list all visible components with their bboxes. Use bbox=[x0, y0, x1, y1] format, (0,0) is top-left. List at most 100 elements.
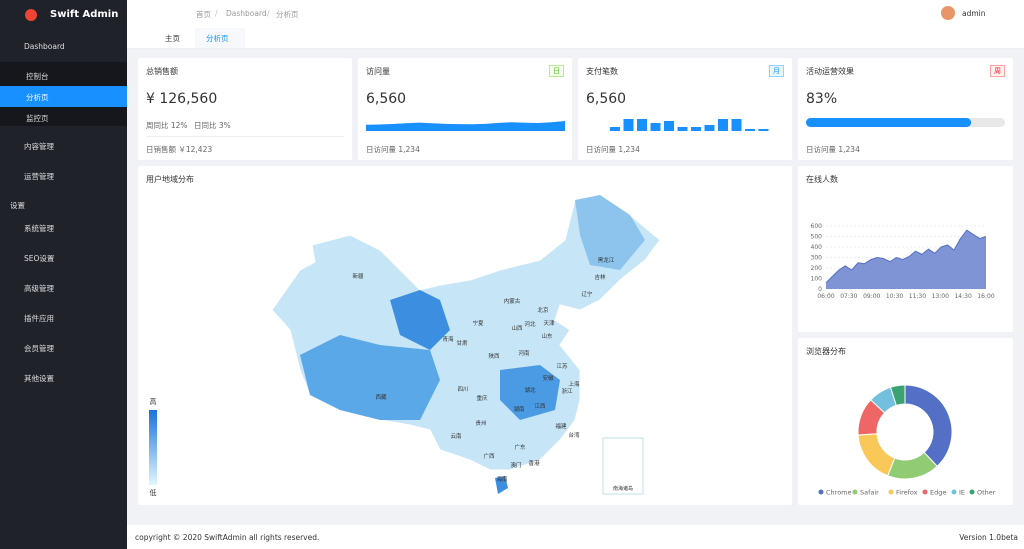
map-region bbox=[495, 476, 508, 494]
card-title: 浏览器分布 bbox=[806, 347, 846, 356]
legend-swatch bbox=[852, 489, 858, 495]
menu-item[interactable]: 会员管理 bbox=[24, 344, 54, 353]
menu-item[interactable]: Dashboard bbox=[24, 42, 65, 51]
region-label: 安徽 bbox=[542, 374, 554, 382]
region-label: 重庆 bbox=[476, 394, 488, 402]
sidebar: Swift Admin Dashboard 控制台 分析页 监控页 内容管理 运… bbox=[0, 0, 127, 549]
day: 日同比 3% bbox=[194, 121, 231, 130]
breadcrumb[interactable]: 首页 bbox=[196, 10, 211, 19]
active-item[interactable] bbox=[0, 86, 127, 107]
card-title: 访问量 bbox=[366, 67, 390, 76]
region-label: 湖南 bbox=[513, 405, 525, 413]
week: 周同比 12% bbox=[146, 121, 188, 130]
legend-label: IE bbox=[959, 489, 965, 497]
card: 总销售额 ¥ 126,560 周同比 12% 日同比 3% 日销售额 ￥12,4… bbox=[138, 58, 352, 160]
menu-item[interactable]: 运营管理 bbox=[24, 172, 54, 181]
region-label: 云南 bbox=[450, 432, 462, 440]
legend-low: 低 bbox=[150, 488, 157, 497]
x-tick-label: 07:30 bbox=[840, 293, 857, 300]
map-region bbox=[390, 290, 450, 350]
card: 访问量 日 6,560 日访问量 1,234 bbox=[358, 58, 572, 160]
legend-high: 高 bbox=[150, 397, 157, 406]
tab[interactable]: 分析页 bbox=[206, 34, 229, 43]
legend-label: Safair bbox=[860, 489, 879, 497]
legend-swatch bbox=[818, 489, 824, 495]
slice bbox=[857, 433, 896, 477]
divider bbox=[146, 136, 344, 137]
y-tick-label: 500 bbox=[811, 234, 823, 241]
map-region bbox=[575, 195, 645, 270]
logo bbox=[25, 9, 37, 21]
brand: Swift Admin bbox=[50, 9, 119, 20]
menu-item[interactable]: 其他设置 bbox=[24, 374, 54, 383]
trend-area bbox=[366, 121, 565, 131]
bar bbox=[677, 127, 688, 131]
bar bbox=[623, 119, 634, 131]
menu-item[interactable]: 设置 bbox=[10, 201, 25, 210]
inset-box bbox=[602, 437, 644, 495]
bar bbox=[610, 127, 620, 131]
menu-item[interactable]: 控制台 bbox=[26, 72, 49, 81]
region-label: 辽宁 bbox=[581, 290, 593, 298]
region-label: 河南 bbox=[518, 349, 530, 357]
breadcrumb[interactable]: Dashboard bbox=[226, 9, 267, 18]
region-label: 陕西 bbox=[488, 352, 500, 360]
x-tick-label: 10:30 bbox=[886, 293, 903, 300]
footer: copyright © 2020 SwiftAdmin all rights r… bbox=[127, 525, 1024, 549]
region-label: 黑龙江 bbox=[598, 256, 615, 264]
separator: / bbox=[267, 9, 270, 18]
region-label: 北京 bbox=[537, 306, 549, 314]
line bbox=[825, 229, 987, 284]
region-label: 吉林 bbox=[594, 273, 606, 281]
slice bbox=[889, 384, 906, 406]
map-region bbox=[300, 335, 440, 420]
y-tick-label: 100 bbox=[811, 276, 823, 283]
region-label: 香港 bbox=[528, 459, 540, 467]
card-value: 6,560 bbox=[366, 91, 407, 107]
region-label: 广西 bbox=[483, 452, 495, 460]
region-label: 山东 bbox=[541, 332, 553, 340]
x-tick-label: 11:30 bbox=[909, 293, 926, 300]
bar bbox=[758, 129, 769, 131]
tab[interactable]: 主页 bbox=[165, 34, 180, 43]
bar bbox=[704, 125, 715, 131]
card-footer: 日访问量 1,234 bbox=[586, 145, 640, 154]
legend-swatch bbox=[888, 489, 894, 495]
card-footer: 日销售额 ￥12,423 bbox=[146, 145, 213, 154]
y-tick-label: 300 bbox=[811, 255, 823, 262]
card-title: 总销售额 bbox=[146, 67, 178, 76]
menu-item[interactable]: 系统管理 bbox=[24, 224, 54, 233]
user[interactable]: admin bbox=[962, 9, 986, 18]
card-title: 在线人数 bbox=[806, 175, 838, 184]
bar bbox=[745, 129, 755, 131]
separator: / bbox=[215, 9, 218, 18]
area bbox=[826, 230, 986, 289]
menu-item[interactable]: 内容管理 bbox=[24, 142, 54, 151]
card-value: 6,560 bbox=[586, 91, 627, 107]
tag: 日 bbox=[549, 65, 564, 77]
region-label: 江苏 bbox=[556, 362, 568, 370]
region-label: 海南 bbox=[496, 475, 508, 483]
region-label: 湖北 bbox=[524, 386, 536, 394]
menu-item[interactable]: 高级管理 bbox=[24, 284, 54, 293]
region-label: 西藏 bbox=[375, 393, 387, 401]
menu-item[interactable]: 插件应用 bbox=[24, 314, 54, 323]
legend-label: Chrome bbox=[826, 489, 852, 497]
tab-active[interactable] bbox=[195, 28, 245, 48]
legend-label: Other bbox=[977, 489, 996, 497]
region-label: 福建 bbox=[555, 422, 567, 430]
y-tick-label: 400 bbox=[811, 244, 823, 251]
tag: 周 bbox=[990, 65, 1005, 77]
progress-bar bbox=[806, 118, 972, 127]
region-label: 贵州 bbox=[475, 419, 486, 427]
avatar[interactable] bbox=[941, 6, 955, 20]
menu-item[interactable]: SEO设置 bbox=[24, 254, 55, 263]
version: Version 1.0beta bbox=[959, 533, 1018, 542]
card-title: 活动运营效果 bbox=[806, 67, 854, 76]
x-tick-label: 14:30 bbox=[954, 293, 971, 300]
menu-item[interactable]: 监控页 bbox=[26, 114, 49, 123]
region-label: 江西 bbox=[534, 403, 546, 410]
menu-item[interactable]: 分析页 bbox=[26, 93, 49, 102]
